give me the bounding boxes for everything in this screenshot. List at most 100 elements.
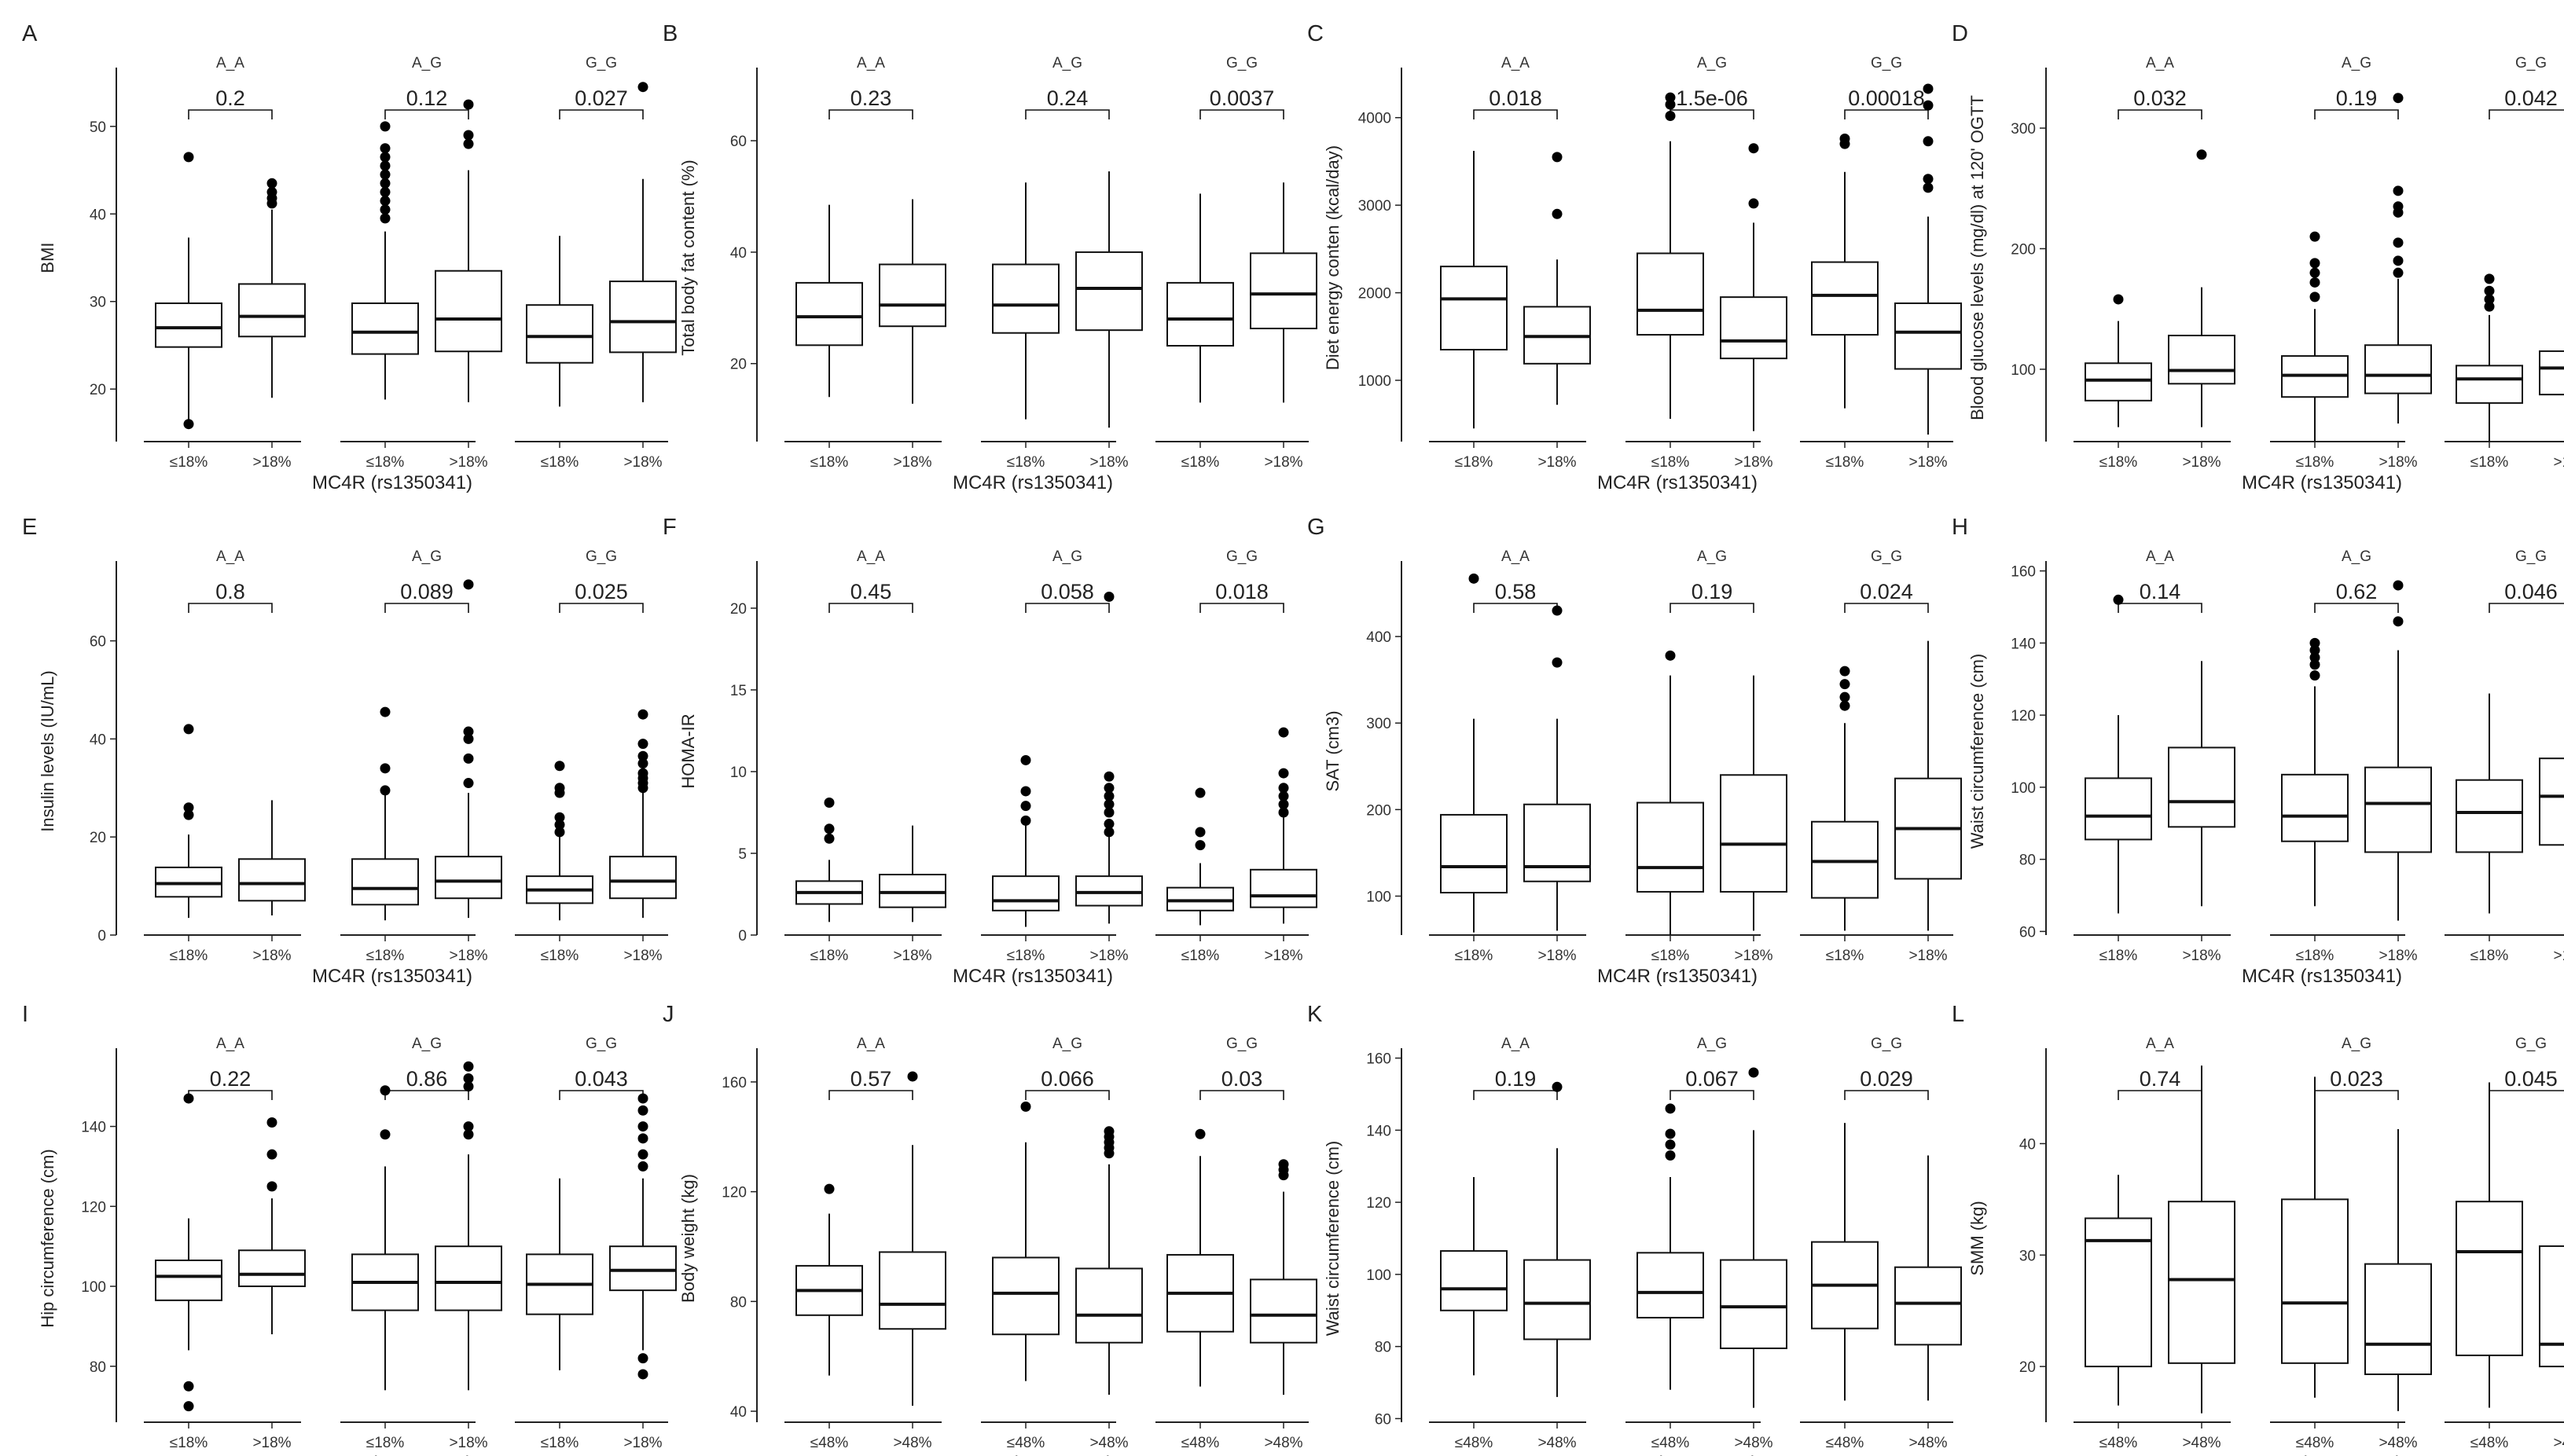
facet-label: A_G bbox=[2342, 1036, 2371, 1052]
outlier-point bbox=[1278, 768, 1289, 779]
outlier-point bbox=[183, 1401, 194, 1412]
outlier-point bbox=[1104, 819, 1115, 830]
box-iqr bbox=[1250, 868, 1317, 908]
x-tick-label: >48% bbox=[1264, 1435, 1302, 1451]
p-value-label: 0.043 bbox=[575, 1067, 628, 1091]
outlier-point bbox=[1665, 1103, 1676, 1114]
x-tick-label: ≤18% bbox=[1007, 454, 1045, 471]
x-tick-label: >18% bbox=[2553, 948, 2564, 964]
box-iqr bbox=[2281, 1198, 2349, 1364]
outlier-point bbox=[637, 1121, 648, 1132]
outlier-point bbox=[637, 1353, 648, 1364]
panel-i: I 80 100 120 140 Hip circumference (cm) A_A 0.2… bbox=[22, 1002, 677, 1456]
panel-f: F 0 5 10 15 20 HOMA-IR A_A 0.45 ≤18% >18% A_G 0.058 ≤… bbox=[663, 515, 1317, 987]
p-value-label: 0.8 bbox=[215, 580, 245, 603]
significance-bracket bbox=[1199, 109, 1284, 119]
x-tick-label: ≤48% bbox=[2296, 1435, 2334, 1451]
y-tick-label: 400 bbox=[1366, 629, 1391, 646]
significance-bracket bbox=[1844, 109, 1929, 119]
x-tick-label: ≤18% bbox=[810, 948, 849, 964]
box-iqr bbox=[1720, 1259, 1787, 1349]
outlier-point bbox=[2393, 267, 2404, 278]
x-tick-label: ≤18% bbox=[2470, 454, 2509, 471]
facet-label: G_G bbox=[2515, 548, 2547, 565]
panel-letter: D bbox=[1952, 21, 1968, 46]
p-value-label: 0.12 bbox=[406, 86, 448, 110]
y-tick-label: 60 bbox=[730, 134, 747, 150]
y-axis-label: SMM (kg) bbox=[1967, 1201, 1987, 1275]
outlier-point bbox=[637, 82, 648, 93]
outlier-point bbox=[463, 1061, 474, 1072]
facet-label: A_A bbox=[2146, 548, 2174, 565]
y-tick-label: 200 bbox=[2011, 241, 2036, 258]
x-tick-label: >18% bbox=[623, 948, 662, 964]
outlier-point bbox=[637, 709, 648, 720]
outlier-point bbox=[463, 579, 474, 590]
significance-bracket bbox=[1199, 603, 1284, 613]
outlier-point bbox=[1104, 799, 1115, 810]
panel-b: B 20 40 60 Total body fat content (%) A_A 0.23… bbox=[663, 21, 1317, 493]
y-axis-label: Hip circumference (cm) bbox=[38, 1149, 57, 1327]
significance-bracket bbox=[559, 603, 644, 613]
box-iqr bbox=[2539, 757, 2564, 846]
y-axis-label: SAT (cm3) bbox=[1323, 710, 1343, 791]
y-tick-label: 30 bbox=[90, 295, 106, 311]
outlier-point bbox=[907, 1071, 918, 1082]
significance-bracket bbox=[384, 603, 469, 613]
y-tick-label: 5 bbox=[738, 846, 747, 863]
box-iqr bbox=[238, 1249, 306, 1288]
panel-letter: J bbox=[663, 1002, 674, 1027]
x-tick-label: ≤48% bbox=[1651, 1435, 1690, 1451]
box-iqr bbox=[879, 874, 946, 908]
y-tick-label: 0 bbox=[97, 928, 106, 944]
y-tick-label: 10 bbox=[730, 765, 747, 781]
x-tick-label: ≤18% bbox=[1007, 948, 1045, 964]
y-tick-label: 30 bbox=[2019, 1248, 2036, 1264]
x-tick-label: ≤48% bbox=[810, 1435, 849, 1451]
box-iqr bbox=[155, 1259, 222, 1301]
x-tick-label: >18% bbox=[1264, 454, 1302, 471]
x-tick-label: >18% bbox=[893, 948, 931, 964]
box-iqr bbox=[1440, 1250, 1508, 1311]
significance-bracket bbox=[2489, 1090, 2564, 1100]
p-value-label: 0.089 bbox=[400, 580, 454, 603]
facet-label: G_G bbox=[2515, 55, 2547, 72]
box-iqr bbox=[2085, 362, 2152, 402]
outlier-point bbox=[1020, 815, 1031, 826]
box-iqr bbox=[2168, 746, 2235, 828]
x-tick-label: ≤18% bbox=[1651, 948, 1690, 964]
significance-bracket bbox=[384, 1090, 469, 1100]
box-iqr bbox=[609, 856, 677, 900]
outlier-point bbox=[2484, 301, 2495, 312]
p-value-label: 0.23 bbox=[850, 86, 892, 110]
significance-bracket bbox=[188, 603, 273, 613]
y-tick-label: 40 bbox=[90, 207, 106, 223]
x-tick-label: ≤18% bbox=[541, 1435, 579, 1451]
box-iqr bbox=[992, 1256, 1060, 1336]
x-tick-label: >18% bbox=[2378, 948, 2417, 964]
x-tick-label: >48% bbox=[1734, 1435, 1772, 1451]
p-value-label: 0.058 bbox=[1041, 580, 1094, 603]
outlier-point bbox=[2484, 294, 2495, 305]
significance-bracket bbox=[188, 109, 273, 119]
p-value-label: 0.19 bbox=[1692, 580, 1733, 603]
outlier-point bbox=[380, 204, 391, 215]
y-tick-label: 60 bbox=[90, 634, 106, 651]
facet-label: G_G bbox=[1871, 548, 1902, 565]
outlier-point bbox=[380, 785, 391, 796]
y-tick-label: 20 bbox=[730, 357, 747, 373]
box-iqr bbox=[2085, 1217, 2152, 1368]
box-iqr bbox=[238, 283, 306, 338]
outlier-point bbox=[380, 178, 391, 189]
x-tick-label: ≤18% bbox=[541, 454, 579, 471]
p-value-label: 0.067 bbox=[1685, 1067, 1739, 1091]
p-value-label: 0.0037 bbox=[1210, 86, 1275, 110]
p-value-label: 0.027 bbox=[575, 86, 628, 110]
y-tick-label: 80 bbox=[1375, 1340, 1391, 1356]
p-value-label: 0.74 bbox=[2140, 1067, 2181, 1091]
outlier-point bbox=[2393, 93, 2404, 104]
box-iqr bbox=[2456, 779, 2523, 853]
y-axis-label: Diet energy conten (kcal/day) bbox=[1323, 145, 1343, 370]
outlier-point bbox=[1104, 790, 1115, 801]
outlier-point bbox=[2113, 594, 2124, 605]
